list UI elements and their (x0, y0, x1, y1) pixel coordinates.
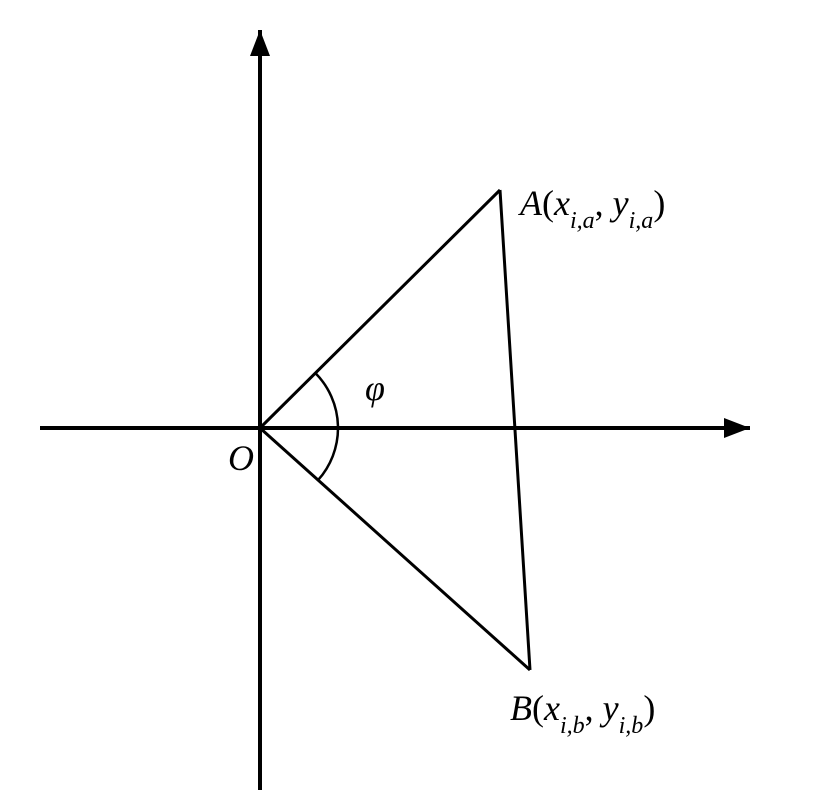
label-O: O (228, 438, 254, 478)
angle-label: φ (365, 368, 385, 408)
coordinate-diagram: φOA(xi,a, yi,a)B(xi,b, yi,b) (0, 0, 818, 807)
diagram-bg (0, 0, 818, 807)
